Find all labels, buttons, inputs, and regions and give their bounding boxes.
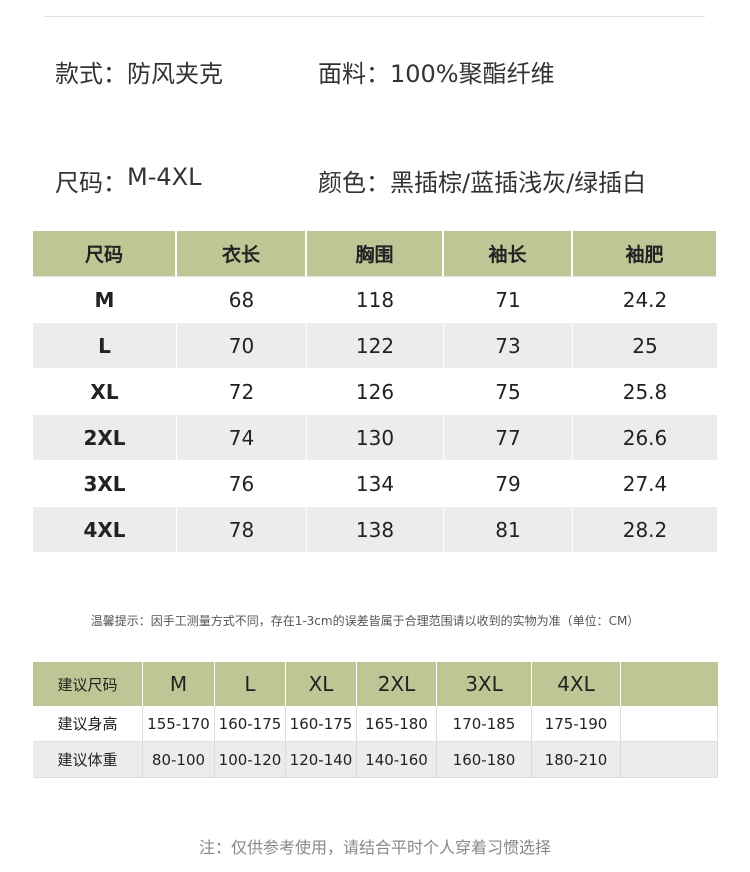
table-cell: 81: [444, 507, 573, 553]
table-cell: 170-185: [437, 706, 532, 742]
table-cell: 118: [307, 277, 444, 323]
table-cell: 175-190: [532, 706, 621, 742]
table-cell: 120-140: [286, 742, 357, 778]
header-cell: 3XL: [437, 662, 532, 706]
header-cell: 袖肥: [573, 231, 718, 277]
header-cell: XL: [286, 662, 357, 706]
table-cell: 28.2: [573, 507, 718, 553]
spec-value: 黑插棕/蓝插浅灰/绿插白: [390, 169, 647, 197]
table-cell: 71: [444, 277, 573, 323]
spec: 款式： 防风夹克: [55, 54, 223, 89]
spec-value: 防风夹克: [127, 60, 223, 88]
spec-value: M-4XL: [127, 163, 202, 191]
header-cell: 袖长: [444, 231, 573, 277]
table-cell: 建议体重: [33, 742, 143, 778]
table-cell: M: [33, 277, 177, 323]
table-cell: 134: [307, 461, 444, 507]
header-cell: 2XL: [357, 662, 437, 706]
table-cell: 165-180: [357, 706, 437, 742]
table-cell: 79: [444, 461, 573, 507]
empty-cell: [621, 706, 718, 742]
table-cell: 160-175: [286, 706, 357, 742]
table-cell: 25: [573, 323, 718, 369]
table-cell: XL: [33, 369, 177, 415]
table-cell: L: [33, 323, 177, 369]
tip: 温馨提示：因手工测量方式不同，存在1-3cm的误差皆属于合理范围请以收到的实物为…: [90, 614, 640, 628]
table-cell: 24.2: [573, 277, 718, 323]
header-cell: 胸围: [307, 231, 444, 277]
table-cell: 80-100: [143, 742, 215, 778]
table-cell: 3XL: [33, 461, 177, 507]
spec: 面料： 100%聚酯纤维: [318, 54, 555, 89]
header-cell: 建议尺码: [33, 662, 143, 706]
header-cell: L: [215, 662, 286, 706]
table-cell: 130: [307, 415, 444, 461]
table-cell: 140-160: [357, 742, 437, 778]
header-cell: [621, 662, 718, 706]
header-cell: 衣长: [177, 231, 307, 277]
table-cell: 4XL: [33, 507, 177, 553]
table-cell: 70: [177, 323, 307, 369]
table-cell: 77: [444, 415, 573, 461]
divider: [45, 16, 705, 17]
spec: 尺码： M-4XL: [55, 163, 201, 198]
header-cell: 4XL: [532, 662, 621, 706]
table-cell: 25.8: [573, 369, 718, 415]
table-cell: 180-210: [532, 742, 621, 778]
spec-label: 面料：: [318, 60, 390, 88]
table-cell: 122: [307, 323, 444, 369]
table-cell: 26.6: [573, 415, 718, 461]
table-cell: 78: [177, 507, 307, 553]
table-cell: 75: [444, 369, 573, 415]
empty-cell: [444, 553, 573, 602]
table-cell: 76: [177, 461, 307, 507]
spec-label: 颜色：: [318, 169, 390, 197]
footnote: 注：仅供参考使用，请结合平时个人穿着习惯选择: [198, 838, 551, 857]
empty-cell: [621, 742, 718, 778]
table-cell: 155-170: [143, 706, 215, 742]
empty-cell: [33, 553, 177, 602]
spec-label: 款式：: [55, 60, 127, 88]
spec: 颜色： 黑插棕/蓝插浅灰/绿插白: [318, 163, 646, 198]
table-cell: 73: [444, 323, 573, 369]
table-cell: 72: [177, 369, 307, 415]
spec-value: 100%聚酯纤维: [390, 60, 555, 88]
header-cell: 尺码: [33, 231, 177, 277]
table-cell: 68: [177, 277, 307, 323]
header-cell: M: [143, 662, 215, 706]
table-cell: 2XL: [33, 415, 177, 461]
table-cell: 138: [307, 507, 444, 553]
spec-label: 尺码：: [55, 169, 127, 197]
empty-cell: [177, 553, 307, 602]
table-cell: 126: [307, 369, 444, 415]
table-cell: 160-175: [215, 706, 286, 742]
table-cell: 27.4: [573, 461, 718, 507]
empty-cell: [307, 553, 444, 602]
table-cell: 100-120: [215, 742, 286, 778]
empty-cell: [573, 553, 718, 602]
table-cell: 160-180: [437, 742, 532, 778]
table-cell: 74: [177, 415, 307, 461]
table-header-bg: [33, 662, 718, 706]
table-cell: 建议身高: [33, 706, 143, 742]
